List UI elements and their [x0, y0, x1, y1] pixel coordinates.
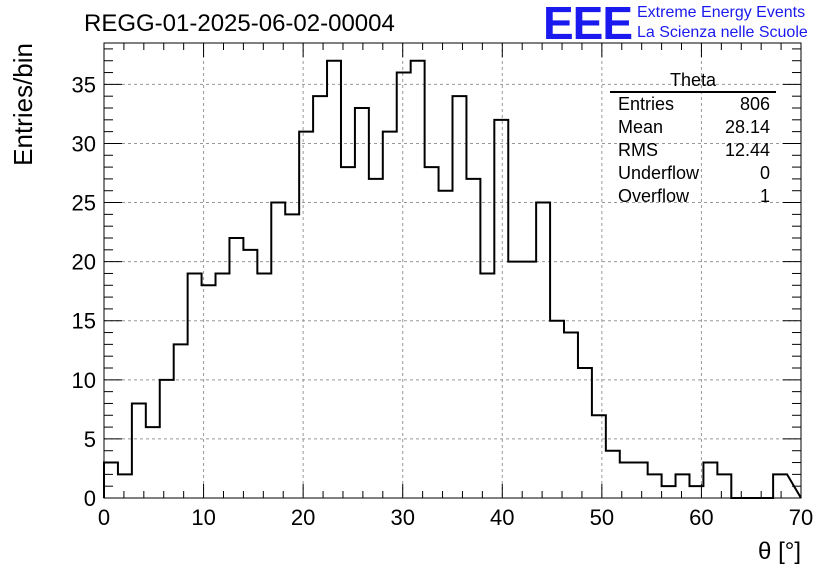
stats-box-title: Theta [610, 70, 776, 93]
histogram-bin [285, 214, 299, 498]
histogram-bin [257, 273, 271, 498]
stats-value: 0 [759, 163, 770, 183]
histogram-bin [383, 132, 397, 498]
x-tick-label: 0 [98, 505, 110, 530]
stats-value: 806 [739, 94, 770, 114]
histogram-bin [216, 273, 230, 498]
y-tick-label: 0 [84, 486, 96, 511]
x-tick-label: 30 [390, 505, 414, 530]
histogram-bin [355, 108, 369, 498]
stats-row-rms: RMS 12.44 [610, 139, 776, 162]
histogram-bin [578, 368, 592, 498]
histogram-bin [676, 474, 690, 498]
x-tick-label: 60 [689, 505, 713, 530]
histogram-bin [104, 463, 118, 498]
stats-label: Underflow [618, 163, 700, 183]
logo-line-2: La Scienza nelle Scuole [637, 24, 808, 41]
histogram-bin [648, 474, 662, 498]
histogram-bin [536, 203, 550, 498]
histogram-bin [174, 344, 188, 498]
chart-title: REGG-01-2025-06-02-00004 [84, 10, 395, 37]
histogram-bin [299, 132, 313, 498]
y-axis-label: Entries/bin [8, 43, 38, 166]
y-tick-label: 20 [72, 250, 96, 275]
stats-box: Theta Entries 806 Mean 28.14 RMS 12.44 U… [610, 70, 776, 208]
histogram-bin [271, 203, 285, 498]
histogram-bin [118, 474, 132, 498]
histogram-bin [550, 321, 564, 498]
x-tick-label: 20 [291, 505, 315, 530]
x-tick-label: 70 [789, 505, 813, 530]
histogram-bin [243, 250, 257, 498]
y-tick-label: 5 [84, 427, 96, 452]
stats-value: 28.14 [724, 117, 770, 137]
histogram-bin [341, 167, 355, 498]
histogram-bin [160, 380, 174, 498]
histogram-bin [202, 285, 216, 498]
stats-label: RMS [618, 140, 658, 160]
histogram-bin [564, 333, 578, 498]
y-tick-label: 35 [72, 72, 96, 97]
histogram-bin [773, 474, 787, 498]
histogram-bin [522, 262, 536, 498]
histogram-bin [411, 61, 425, 498]
stats-row-overflow: Overflow 1 [610, 185, 776, 208]
histogram-bin [453, 96, 467, 498]
histogram-bin [494, 120, 508, 498]
y-tick-label: 30 [72, 131, 96, 156]
histogram-bin [466, 179, 480, 498]
histogram-bin [397, 73, 411, 498]
histogram-bin [327, 61, 341, 498]
stats-value: 12.44 [724, 140, 770, 160]
plot-frame [103, 42, 802, 499]
y-tick-label: 25 [72, 191, 96, 216]
histogram-bin [439, 191, 453, 498]
x-tick-label: 10 [191, 505, 215, 530]
histogram-bin [188, 273, 202, 498]
histogram-bin [369, 179, 383, 498]
y-tick-label: 10 [72, 368, 96, 393]
histogram-bin [662, 486, 676, 498]
stats-label: Mean [618, 117, 664, 137]
stats-row-mean: Mean 28.14 [610, 116, 776, 139]
stats-value: 1 [759, 186, 770, 206]
x-tick-label: 50 [590, 505, 614, 530]
histogram-bin [508, 262, 522, 498]
histogram-bin [703, 463, 717, 498]
histogram-bin [717, 474, 731, 498]
histogram-bin [480, 273, 494, 498]
histogram-outline [103, 59, 802, 499]
logo-line-1: Extreme Energy Events [637, 4, 806, 21]
x-axis-label: θ [°] [758, 538, 801, 565]
histogram-bin [146, 427, 160, 498]
eee-logo: EEE [543, 0, 633, 49]
stats-label: Entries [618, 94, 675, 114]
histogram-bin [634, 463, 648, 498]
stats-row-entries: Entries 806 [610, 93, 776, 116]
x-tick-label: 40 [490, 505, 514, 530]
stats-row-underflow: Underflow 0 [610, 162, 776, 185]
histogram-bin [313, 96, 327, 498]
histogram-bin [425, 167, 439, 498]
histogram-bin [592, 415, 606, 498]
stats-label: Overflow [618, 186, 690, 206]
y-tick-label: 15 [72, 309, 96, 334]
histogram-bin [229, 238, 243, 498]
histogram-bin [606, 451, 620, 498]
histogram-bin [132, 403, 146, 498]
